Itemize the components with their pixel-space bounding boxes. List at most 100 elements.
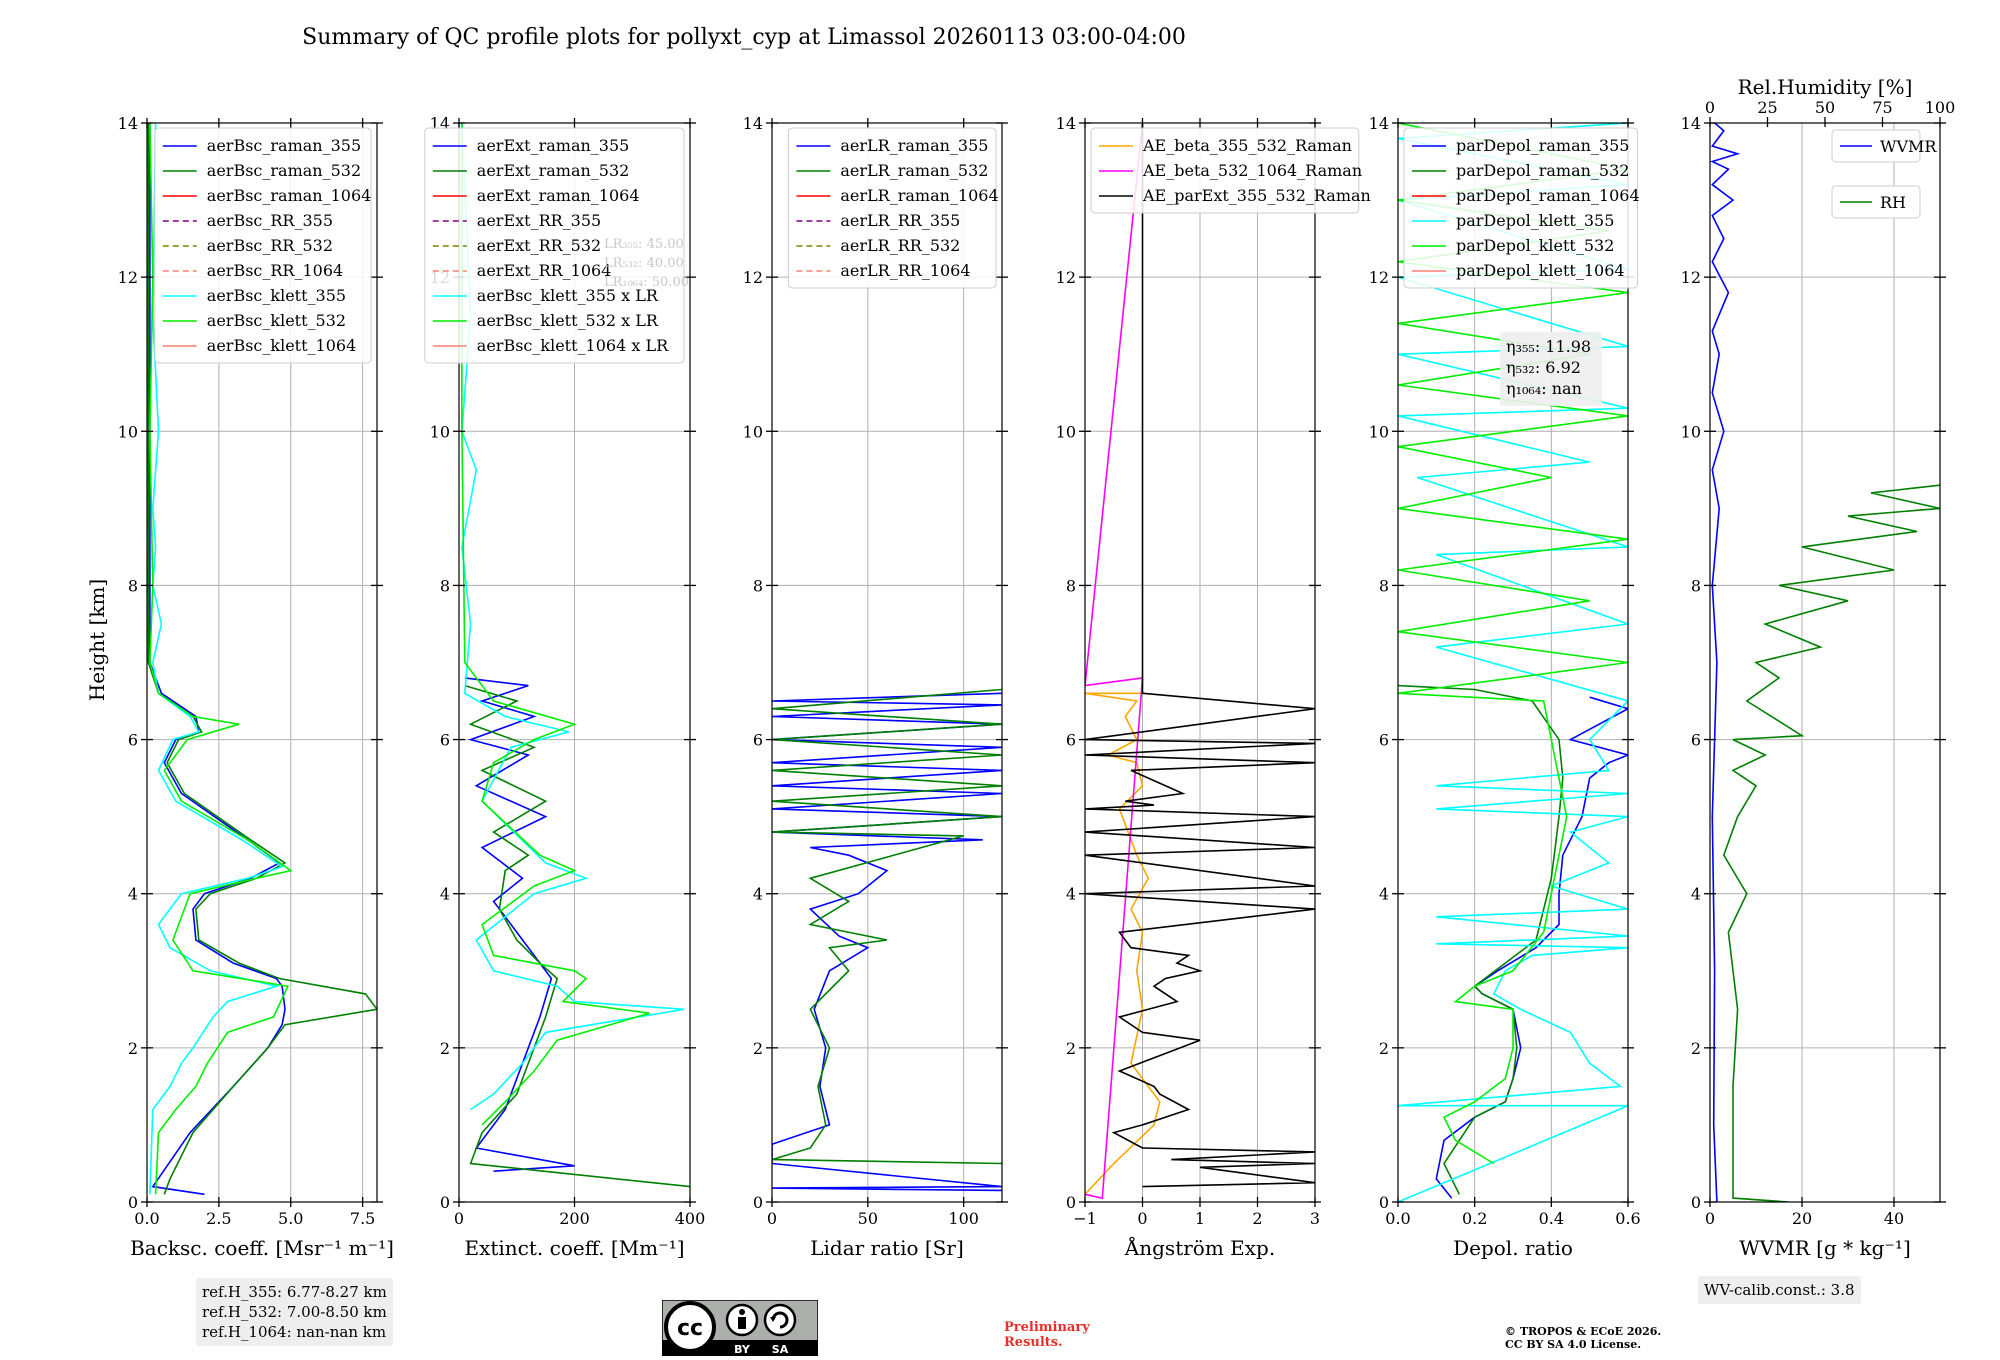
y-tick-label: 6	[1379, 731, 1389, 750]
y-tick-label: 12	[1056, 268, 1076, 287]
y-tick-label: 14	[1681, 114, 1701, 133]
legend-frame	[1403, 127, 1638, 289]
series-wvmr	[1710, 123, 1741, 1202]
y-tick-label: 14	[1056, 114, 1076, 133]
y-tick-label: 2	[128, 1039, 138, 1058]
x-tick-label: 0	[454, 1209, 464, 1228]
y-tick-label: 6	[1066, 731, 1076, 750]
figure-title: Summary of QC profile plots for pollyxt_…	[302, 25, 1186, 50]
legend-label: aerExt_raman_532	[477, 161, 630, 180]
x-tick-label: −1	[1073, 1209, 1097, 1228]
legend-label: aerLR_raman_532	[840, 161, 988, 180]
x-tick-label: 1	[1195, 1209, 1205, 1228]
legend: aerLR_raman_355 aerLR_raman_532 aerLR_rama…	[787, 127, 999, 289]
eta-label: η₃₅₅: 11.98	[1506, 337, 1591, 356]
series-aerlr-raman-532	[772, 688, 1002, 1165]
series-aerext-raman-532	[464, 684, 690, 1188]
series-aerbsc-klett-532	[149, 123, 293, 1195]
y-tick-label: 12	[1681, 268, 1701, 287]
axes-frame	[146, 122, 378, 1203]
series-group	[147, 123, 377, 1196]
lidar-ratio-label: LR₃₅₅: 45.00	[604, 237, 684, 252]
legend-label: parDepol_klett_355	[1456, 211, 1614, 230]
x-tick-label: 40	[1884, 1209, 1904, 1228]
legend-label: aerExt_RR_532	[477, 236, 601, 255]
legend-label: WVMR	[1880, 137, 1937, 156]
x-tick-label: 2.5	[206, 1209, 231, 1228]
y-tick-label: 2	[440, 1039, 450, 1058]
x-axis-label: Extinct. coeff. [Mm⁻¹]	[464, 1236, 684, 1260]
y-tick-label: 14	[743, 114, 763, 133]
x-tick-label: 2	[1252, 1209, 1262, 1228]
license-sa-label: SA	[772, 1343, 789, 1356]
y-tick-label: 8	[753, 576, 763, 595]
x-axis-label: Backsc. coeff. [Msr⁻¹ m⁻¹]	[130, 1236, 394, 1260]
panel-depol: 0 2 4 6 8 10 12 14 0.0 0.2 0.4 0.6 Depol. ratio parDe…	[1369, 114, 1641, 1260]
license-by-label: BY	[734, 1343, 751, 1356]
y-tick-label: 0	[753, 1193, 763, 1212]
axes-frame	[1709, 122, 1941, 1203]
legend-label: aerExt_RR_355	[477, 211, 601, 230]
series-pardepol-raman-532	[1398, 684, 1564, 1195]
eta-label: η₁₀₆₄: nan	[1506, 379, 1582, 398]
legend-label: aerLR_raman_1064	[840, 186, 998, 205]
x-tick-label: 5.0	[278, 1209, 303, 1228]
legend-label: aerBsc_RR_355	[207, 211, 333, 230]
x-tick-label: 0.2	[1462, 1209, 1487, 1228]
y-tick-label: 10	[1681, 422, 1701, 441]
reference-height-box: ref.H_355: 6.77-8.27 km ref.H_532: 7.00-…	[196, 1278, 393, 1346]
y-tick-label: 10	[430, 422, 450, 441]
x-tick-label: 400	[675, 1209, 706, 1228]
legend-frame	[787, 127, 997, 289]
legend-label: aerBsc_raman_532	[207, 161, 361, 180]
legend-frame	[424, 127, 685, 364]
series-pardepol-klett-532	[1398, 123, 1628, 1165]
panel-ext: 024681012140200400Extinct. coeff. [Mm⁻¹]…	[424, 114, 706, 1260]
y-tick-label: 12	[118, 268, 138, 287]
y-tick-label: 12	[1369, 268, 1389, 287]
top-x-tick-label: 50	[1815, 98, 1835, 117]
series-aerbsc-klett-532-x-lr	[461, 123, 650, 1126]
y-tick-label: 2	[1066, 1039, 1076, 1058]
eta-box-frame	[1500, 332, 1602, 406]
series-ae-beta-532-1064-raman	[1085, 123, 1144, 1200]
legend-wvmr: WVMR	[1831, 129, 1937, 163]
top-x-tick-label: 100	[1925, 98, 1956, 117]
y-tick-label: 4	[1691, 885, 1701, 904]
x-tick-label: 20	[1792, 1209, 1812, 1228]
series-aerext-raman-355	[464, 677, 575, 1172]
preliminary-line-1: Preliminary	[1004, 1320, 1090, 1335]
x-axis-label: WVMR [g * kg⁻¹]	[1739, 1236, 1911, 1260]
y-tick-label: 4	[1379, 885, 1389, 904]
legend-label: parDepol_raman_532	[1456, 161, 1629, 180]
y-tick-label: 4	[440, 885, 450, 904]
x-tick-label: 200	[559, 1209, 590, 1228]
wv-calibration-box: WV-calib.const.: 3.8	[1698, 1276, 1861, 1304]
legend-label: aerBsc_raman_1064	[207, 186, 372, 205]
legend-label: aerBsc_klett_532	[207, 311, 346, 330]
y-tick-label: 12	[743, 268, 763, 287]
legend-frame	[1831, 185, 1921, 219]
series-ae-beta-355-532-raman	[1085, 692, 1161, 1195]
legend-label: aerBsc_klett_355 x LR	[477, 286, 659, 305]
y-tick-label: 0	[1379, 1193, 1389, 1212]
y-tick-label: 8	[1379, 576, 1389, 595]
legend-label: parDepol_klett_1064	[1456, 261, 1625, 280]
y-tick-label: 14	[118, 114, 138, 133]
y-tick-label: 6	[128, 731, 138, 750]
legend-label: aerBsc_klett_532 x LR	[477, 311, 659, 330]
y-tick-label: 8	[440, 576, 450, 595]
panel-lr: 0 2 4 6 8 10 12 14 0 50 100 Lidar ratio [Sr] aerLR_r…	[743, 114, 1008, 1260]
series-aerbsc-klett-355	[149, 123, 284, 1195]
legend-label: aerBsc_RR_1064	[207, 261, 343, 280]
y-axis-label: Height [km]	[85, 579, 109, 701]
y-tick-label: 6	[440, 731, 450, 750]
series-group	[1085, 123, 1315, 1200]
ref-height-532: ref.H_532: 7.00-8.50 km	[202, 1303, 387, 1321]
y-tick-label: 2	[1691, 1039, 1701, 1058]
legend-label: aerExt_raman_1064	[477, 186, 640, 205]
y-tick-label: 0	[1066, 1193, 1076, 1212]
ref-height-355: ref.H_355: 6.77-8.27 km	[202, 1283, 387, 1301]
legend-label: aerBsc_klett_1064	[207, 336, 356, 355]
lidar-ratio-label: LR₅₃₂: 40.00	[604, 256, 684, 271]
